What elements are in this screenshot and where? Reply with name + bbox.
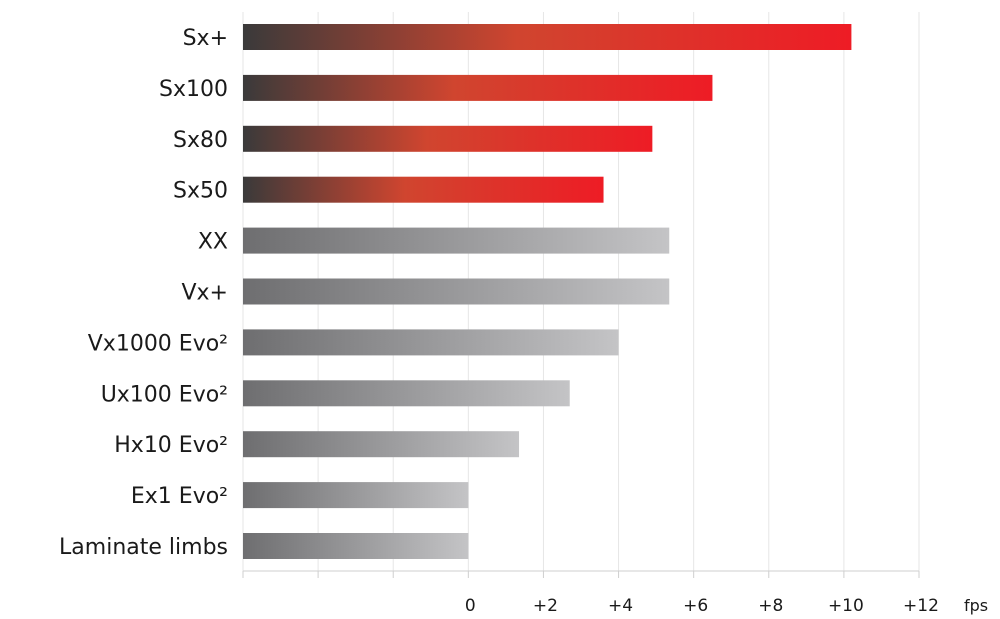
x-tick-label: 0 <box>465 596 476 616</box>
x-axis-unit-label: fps <box>964 596 988 615</box>
bar-9 <box>243 482 469 509</box>
category-label: Laminate limbs <box>59 535 228 560</box>
x-tick-label: +2 <box>533 596 558 616</box>
x-axis: 0 +2 +4 +6 +8 +10 +12 fps <box>465 596 988 616</box>
category-label: Sx100 <box>159 77 228 102</box>
category-label: Ux100 Evo² <box>101 382 228 407</box>
bar-5 <box>243 278 670 305</box>
category-label: XX <box>198 230 228 255</box>
bar-8 <box>243 431 520 458</box>
category-label: Vx1000 Evo² <box>88 331 228 356</box>
category-label: Vx+ <box>181 281 228 306</box>
category-label: Ex1 Evo² <box>131 484 228 509</box>
bars <box>243 24 852 559</box>
category-label: Sx50 <box>173 179 228 204</box>
x-tick-label: +6 <box>683 596 708 616</box>
bar-6 <box>243 329 619 356</box>
bar-3 <box>243 176 604 203</box>
x-tick-label: +12 <box>903 596 939 616</box>
x-tick-label: +10 <box>828 596 864 616</box>
category-label: Sx80 <box>173 128 228 153</box>
bar-1 <box>243 74 713 101</box>
x-tick-label: +8 <box>758 596 783 616</box>
category-label: Sx+ <box>183 26 228 51</box>
bar-2 <box>243 125 653 152</box>
bar-7 <box>243 380 570 407</box>
bar-4 <box>243 227 670 254</box>
category-label: Hx10 Evo² <box>114 433 228 458</box>
bar-0 <box>243 24 852 50</box>
bar-10 <box>243 533 469 559</box>
category-labels: Sx+ Sx100 Sx80 Sx50 XX Vx+ Vx1000 Evo² Ux100 Ev… <box>59 26 228 560</box>
x-tick-label: +4 <box>608 596 633 616</box>
